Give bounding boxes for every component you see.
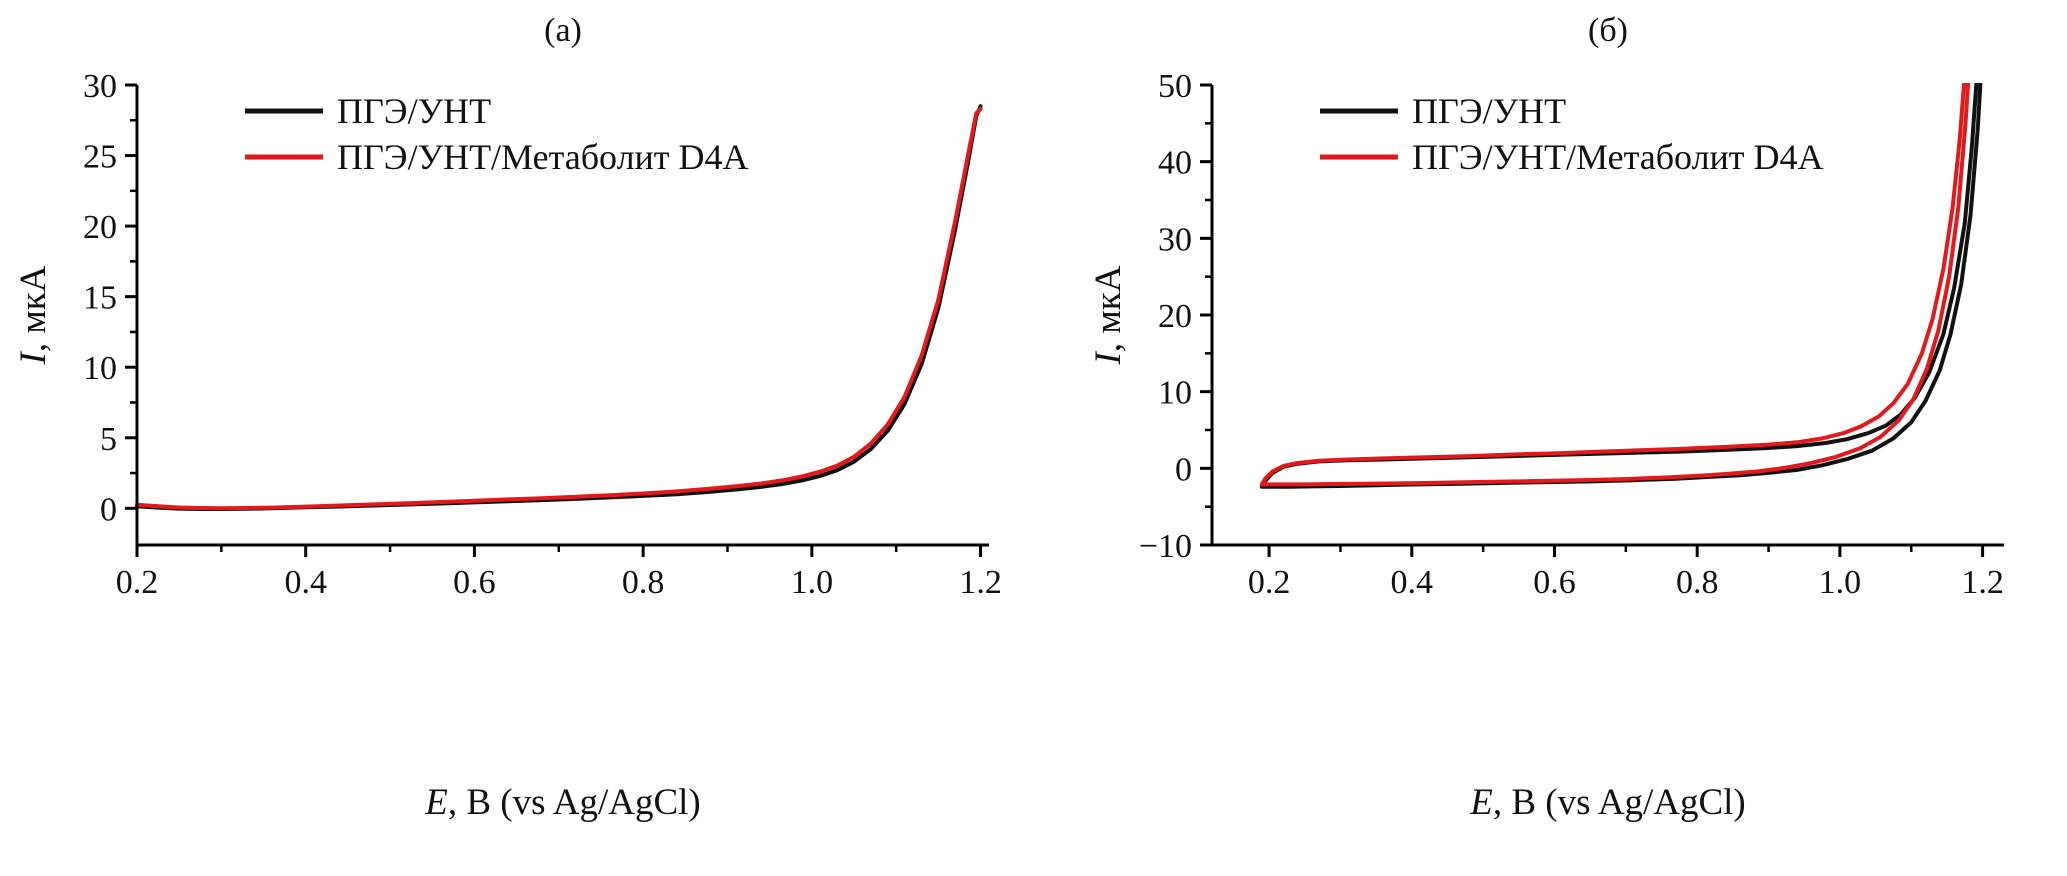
- series-group: [135, 104, 983, 511]
- y-tick-label: 0: [100, 491, 117, 528]
- y-tick-label: 25: [83, 139, 117, 176]
- series-line-1: [1259, 83, 1971, 487]
- x-tick-label: 1.2: [1961, 564, 2004, 601]
- y-axis-label: I, мкА: [13, 265, 54, 365]
- chart-b: 0.2 0.4 0.6 0.8 1.0 1.2 −10 0 10 20 30 40 50 E, В (vs…: [1088, 68, 2004, 823]
- series-line-1: [135, 107, 983, 511]
- x-tick-label: 0.4: [284, 564, 327, 601]
- panel-a: (а) 0.2 0.4 0.6 0.8 1.0 1.2 0 5 10 15 20 25 30 E, В (…: [7, 0, 1027, 876]
- x-tick-label: 0.8: [1676, 564, 1719, 601]
- y-tick-label: 30: [1158, 221, 1192, 258]
- y-tick-label: 0: [1175, 451, 1192, 488]
- y-tick-label: 15: [83, 280, 117, 317]
- legend-label: ПГЭ/УНТ: [1412, 91, 1566, 131]
- y-tick-label: 20: [83, 209, 117, 246]
- y-tick-label: −10: [1139, 528, 1192, 565]
- y-tick-label: 10: [83, 350, 117, 387]
- x-tick-label: 0.6: [1533, 564, 1576, 601]
- legend-label: ПГЭ/УНТ: [337, 91, 491, 131]
- series-group: [1259, 83, 1983, 489]
- x-axis-label: E, В (vs Ag/AgCl): [424, 782, 700, 823]
- legend-label: ПГЭ/УНТ/Метаболит D4A: [337, 137, 749, 177]
- x-tick-label: 1.0: [791, 564, 834, 601]
- x-tick-label: 0.2: [1248, 564, 1291, 601]
- x-tick-label: 0.4: [1391, 564, 1434, 601]
- x-tick-label: 0.6: [453, 564, 496, 601]
- y-tick-label: 5: [100, 421, 117, 458]
- y-tick-label: 10: [1158, 375, 1192, 412]
- panel-b: (б) 0.2 0.4 0.6 0.8 1.0 1.2 −10 0 10 20 30 40 50 E, В…: [1027, 0, 2059, 876]
- x-tick-label: 1.2: [959, 564, 1002, 601]
- x-tick-label: 1.0: [1819, 564, 1862, 601]
- y-axis-label: I, мкА: [1088, 265, 1129, 365]
- x-tick-label: 0.8: [622, 564, 665, 601]
- y-tick-label: 40: [1158, 145, 1192, 182]
- x-axis-label: E, В (vs Ag/AgCl): [1469, 782, 1745, 823]
- legend-label: ПГЭ/УНТ/Метаболит D4A: [1412, 137, 1824, 177]
- series-line-0: [1259, 83, 1983, 489]
- x-tick-label: 0.2: [116, 564, 159, 601]
- y-tick-label: 30: [83, 68, 117, 105]
- chart-a: 0.2 0.4 0.6 0.8 1.0 1.2 0 5 10 15 20 25 30 E, В (vs A…: [13, 68, 1002, 823]
- y-tick-label: 50: [1158, 68, 1192, 105]
- y-tick-label: 20: [1158, 298, 1192, 335]
